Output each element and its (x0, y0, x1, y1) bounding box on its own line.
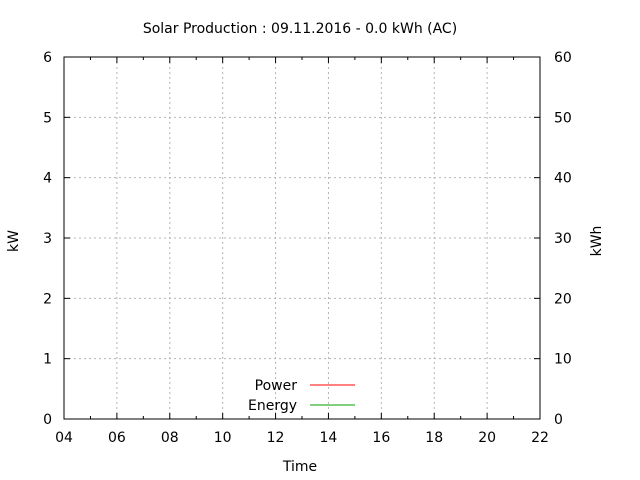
y-tick-label: 4 (43, 171, 52, 187)
y-tick-label: 1 (43, 352, 52, 368)
y-tick-label: 0 (43, 412, 52, 428)
x-tick-label: 08 (161, 430, 179, 446)
x-tick-label: 04 (55, 430, 73, 446)
y-tick-label: 2 (43, 291, 52, 307)
x-tick-label: 22 (531, 430, 549, 446)
x-tick-label: 10 (214, 430, 232, 446)
y2-axis-label: kWh (589, 226, 605, 257)
y-axis-label: kW (6, 230, 22, 252)
y-tick-label: 5 (43, 110, 52, 126)
x-tick-label: 14 (320, 430, 338, 446)
chart-title: Solar Production : 09.11.2016 - 0.0 kWh … (143, 21, 457, 37)
x-axis-label: Time (282, 459, 317, 475)
y2-tick-label: 20 (554, 291, 572, 307)
legend-label: Power (255, 378, 298, 394)
x-tick-label: 20 (478, 430, 496, 446)
y2-tick-label: 60 (554, 50, 572, 66)
y2-tick-label: 50 (554, 110, 572, 126)
y-tick-label: 3 (43, 231, 52, 247)
x-tick-label: 12 (267, 430, 285, 446)
y2-tick-label: 0 (554, 412, 563, 428)
legend: Power Energy (248, 378, 355, 414)
x-tick-label: 18 (425, 430, 443, 446)
y2-tick-label: 30 (554, 231, 572, 247)
y-tick-label: 6 (43, 50, 52, 66)
y2-tick-label: 10 (554, 352, 572, 368)
x-tick-label: 06 (108, 430, 126, 446)
legend-label: Energy (248, 398, 297, 414)
y2-tick-label: 40 (554, 171, 572, 187)
grid-layer (64, 57, 540, 419)
x-tick-label: 16 (372, 430, 390, 446)
